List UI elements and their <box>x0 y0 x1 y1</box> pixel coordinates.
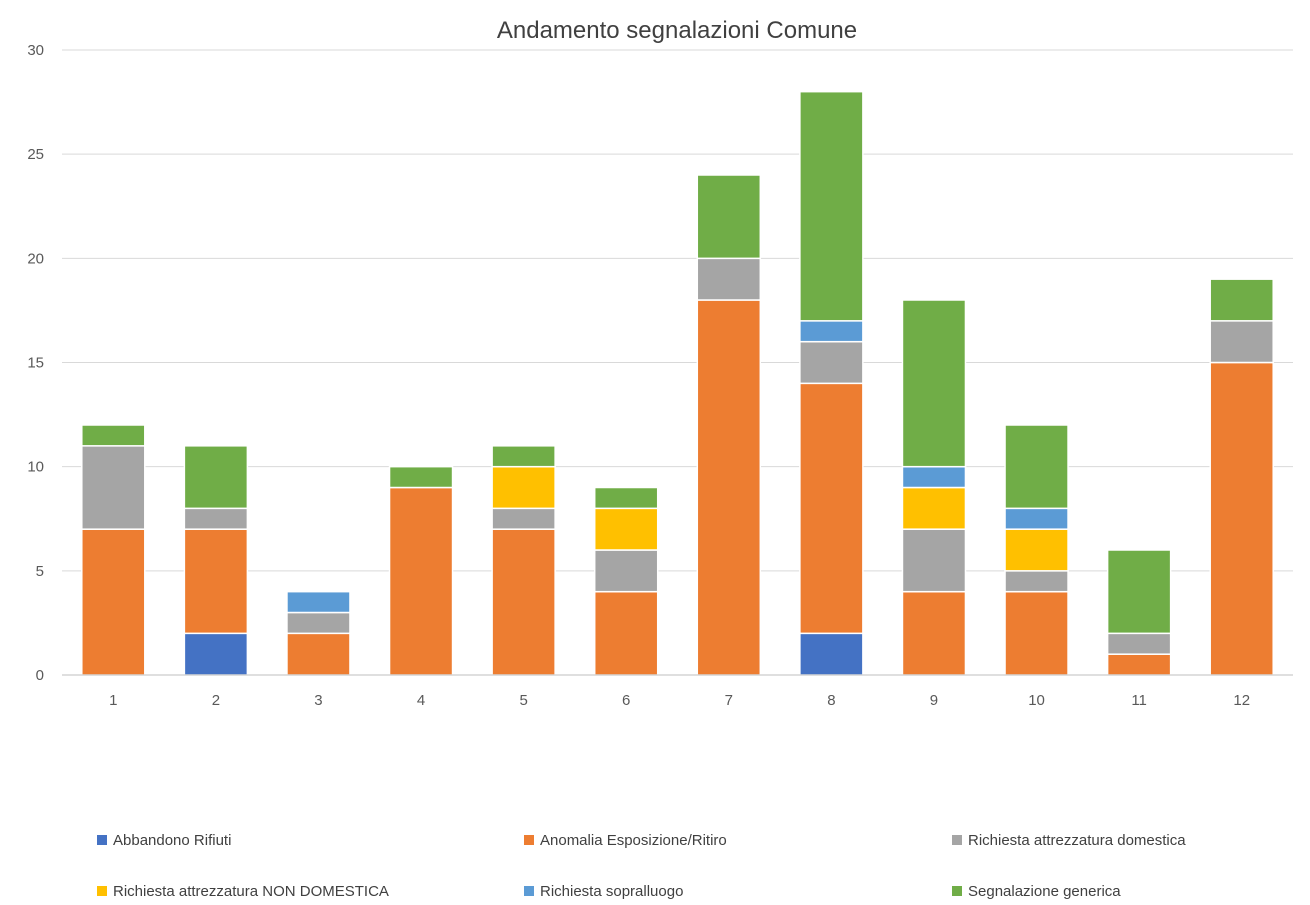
bar-segment-12-1 <box>1209 361 1274 676</box>
legend-label-0: Abbandono Rifiuti <box>113 832 231 849</box>
bar-segment-6-5 <box>593 486 659 510</box>
x-tick-label: 5 <box>519 692 527 709</box>
bar-segment-12-5 <box>1209 278 1274 322</box>
y-tick-label: 0 <box>36 667 44 684</box>
bar-segment-5-3 <box>491 465 556 510</box>
bar-segment-4-5 <box>388 465 454 489</box>
x-tick-label: 7 <box>725 692 733 709</box>
bar-segment-1-2 <box>81 445 146 530</box>
bar-segment-10-4 <box>1004 507 1069 530</box>
bar-segment-11-2 <box>1106 632 1172 655</box>
gridlines <box>62 49 1293 572</box>
y-tick-label: 15 <box>27 355 44 372</box>
bar-segment-4-1 <box>388 486 454 676</box>
bar-segment-9-3 <box>901 486 967 530</box>
bar-segment-3-1 <box>286 632 351 676</box>
bar-segment-8-4 <box>799 320 864 343</box>
legend-swatch-2 <box>952 835 962 845</box>
bar-segment-9-4 <box>901 465 967 489</box>
legend-swatch-0 <box>97 835 107 845</box>
legend-swatch-1 <box>524 835 534 845</box>
y-tick-label: 5 <box>36 563 44 580</box>
y-tick-label: 20 <box>27 250 44 267</box>
bar-segment-5-5 <box>491 445 556 468</box>
bar-segment-9-1 <box>901 590 967 676</box>
x-tick-label: 10 <box>1028 692 1045 709</box>
bar-segment-9-2 <box>901 528 967 593</box>
bar-segment-12-2 <box>1209 320 1274 364</box>
bar-segment-2-1 <box>183 528 249 635</box>
bar-segment-8-0 <box>799 632 864 676</box>
x-tick-label: 8 <box>827 692 835 709</box>
y-tick-label: 30 <box>27 42 44 59</box>
x-tick-label: 1 <box>109 692 117 709</box>
bar-segment-10-3 <box>1004 528 1069 572</box>
bar-segment-6-1 <box>593 590 659 676</box>
x-tick-label: 3 <box>314 692 322 709</box>
legend-label-2: Richiesta attrezzatura domestica <box>968 832 1186 849</box>
bar-segment-8-1 <box>799 382 864 635</box>
bar-segment-2-5 <box>183 445 249 510</box>
legend: Abbandono Rifiuti Anomalia Esposizione/Ri… <box>97 832 1186 900</box>
bar-segment-11-1 <box>1106 653 1172 676</box>
bar-segment-9-5 <box>901 299 967 468</box>
bar-segment-5-2 <box>491 507 556 530</box>
legend-swatch-5 <box>952 886 962 896</box>
chart-title: Andamento segnalazioni Comune <box>497 17 857 44</box>
bar-segment-6-2 <box>593 549 659 593</box>
bar-segment-7-1 <box>696 299 762 676</box>
legend-label-1: Anomalia Esposizione/Ritiro <box>540 832 727 849</box>
legend-label-4: Richiesta sopralluogo <box>540 883 683 900</box>
legend-label-5: Segnalazione generica <box>968 883 1121 900</box>
bar-segment-5-1 <box>491 528 556 676</box>
x-tick-label: 2 <box>212 692 220 709</box>
bar-segment-1-1 <box>81 528 146 676</box>
y-tick-label: 10 <box>27 459 44 476</box>
bar-segment-8-5 <box>799 90 864 322</box>
x-tick-label: 4 <box>417 692 425 709</box>
bar-segment-1-5 <box>81 424 146 447</box>
bar-segment-3-4 <box>286 590 351 614</box>
x-tick-label: 6 <box>622 692 630 709</box>
x-tick-label: 12 <box>1233 692 1250 709</box>
bar-segment-7-2 <box>696 257 762 301</box>
y-tick-label: 25 <box>27 146 44 163</box>
bar-segment-10-5 <box>1004 424 1069 510</box>
bar-segment-3-2 <box>286 611 351 635</box>
bar-segment-2-2 <box>183 507 249 530</box>
bar-segment-10-1 <box>1004 590 1069 676</box>
bar-segment-10-2 <box>1004 570 1069 593</box>
bar-segment-6-3 <box>593 507 659 551</box>
legend-swatch-3 <box>97 886 107 896</box>
bar-segment-7-5 <box>696 174 762 260</box>
legend-label-3: Richiesta attrezzatura NON DOMESTICA <box>113 883 389 900</box>
bar-segment-11-5 <box>1106 549 1172 635</box>
x-tick-label: 11 <box>1131 692 1147 709</box>
bar-segment-2-0 <box>183 632 249 676</box>
bars <box>81 90 1274 676</box>
legend-swatch-4 <box>524 886 534 896</box>
bar-segment-8-2 <box>799 340 864 385</box>
x-tick-label: 9 <box>930 692 938 709</box>
